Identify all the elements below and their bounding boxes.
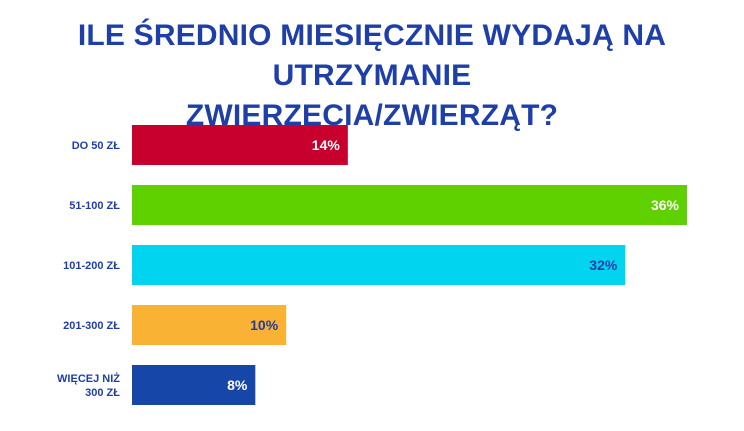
category-label-1: 51-100 ZŁ — [69, 200, 120, 212]
category-label-0: DO 50 ZŁ — [72, 140, 121, 152]
category-label-4: WIĘCEJ NIŻ 300 ZŁ — [57, 372, 120, 399]
chart-title-line-1: ILE ŚREDNIO MIESIĘCZNIE WYDAJĄ NA UTRZYM… — [77, 19, 667, 92]
category-label-line: 300 ZŁ — [85, 387, 120, 399]
category-label-line: WIĘCEJ NIŻ — [57, 372, 120, 385]
category-label-line: 51-100 ZŁ — [69, 200, 120, 212]
category-label-line: 201-300 ZŁ — [63, 320, 120, 332]
bar-2 — [132, 245, 626, 285]
chart-title: ILE ŚREDNIO MIESIĘCZNIE WYDAJĄ NA UTRZYM… — [0, 16, 744, 136]
category-label-2: 101-200 ZŁ — [63, 260, 120, 272]
bar-value-label-4: 8% — [227, 377, 248, 393]
bar-value-label-0: 14% — [312, 137, 341, 153]
bar-0 — [132, 125, 348, 165]
bar-value-label-2: 32% — [589, 257, 618, 273]
bar-value-label-1: 36% — [651, 197, 680, 213]
bar-1 — [132, 185, 687, 225]
bar-4 — [132, 365, 256, 405]
category-label-line: 101-200 ZŁ — [63, 260, 120, 272]
bar-3 — [132, 305, 287, 345]
category-label-line: DO 50 ZŁ — [72, 140, 121, 152]
bar-value-label-3: 10% — [250, 317, 279, 333]
category-label-3: 201-300 ZŁ — [63, 320, 120, 332]
